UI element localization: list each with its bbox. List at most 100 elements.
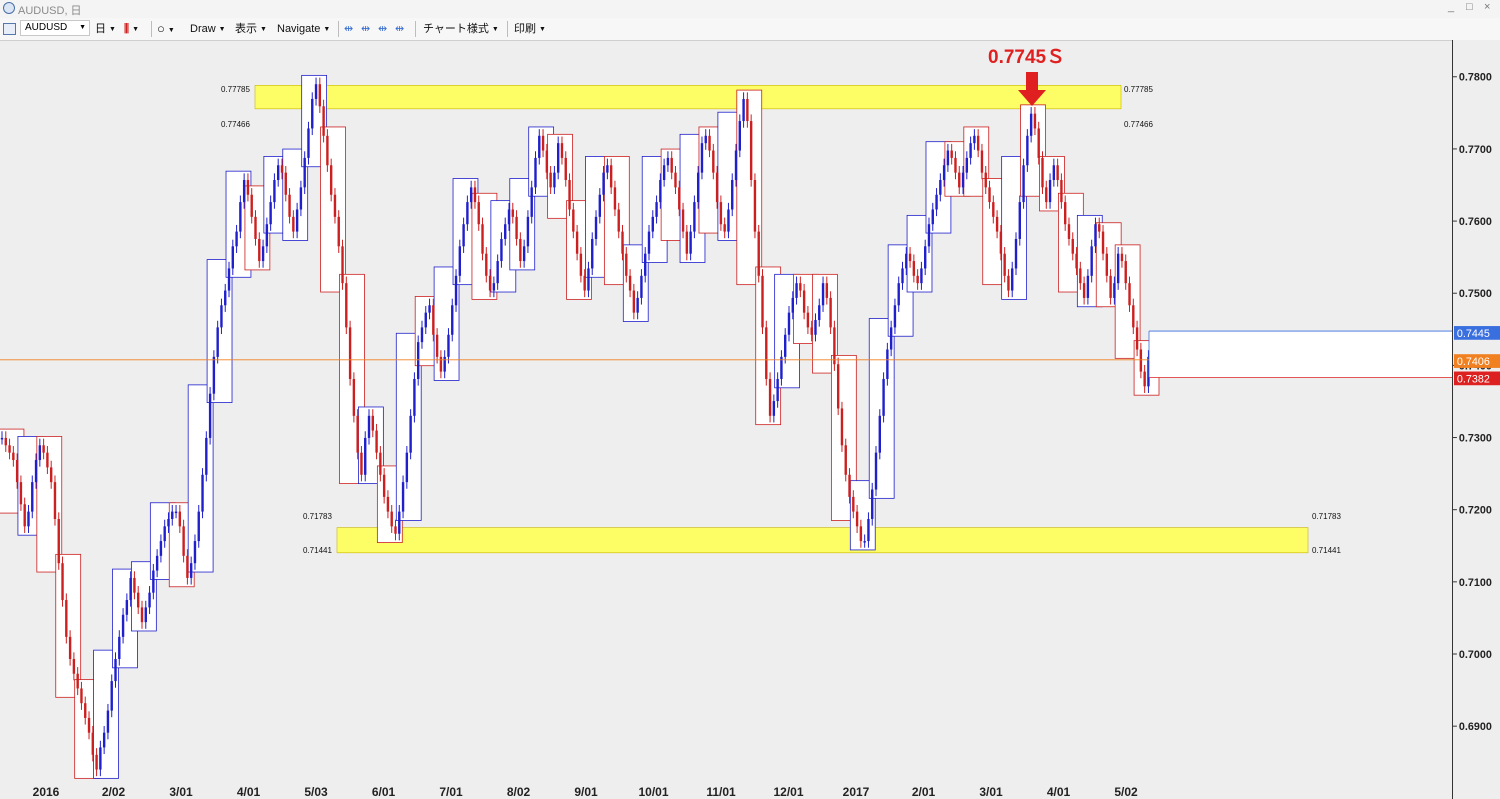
support-resistance-zone [254, 85, 1122, 110]
candle-body [1022, 165, 1025, 203]
candle-body [201, 474, 204, 512]
candle-body [110, 681, 113, 711]
candle-body [772, 401, 776, 416]
candle-body [742, 98, 745, 122]
candle-body [307, 128, 310, 158]
candle-body [1037, 128, 1040, 158]
candle-body [644, 253, 647, 276]
circle-icon[interactable]: ○ ▼ [157, 21, 175, 36]
candle-body [428, 305, 431, 313]
candle-body [681, 209, 685, 232]
candle-body [708, 135, 711, 151]
candle-body [182, 526, 185, 556]
candle-body [1063, 202, 1067, 225]
candle-body [727, 209, 730, 232]
candle-style-icon[interactable]: ⫼ ▼ [124, 23, 139, 35]
candle-body [231, 246, 234, 269]
price-axis[interactable]: 0.78000.77000.76000.75000.74000.73000.72… [1452, 40, 1500, 799]
scroll-right-icon[interactable]: ⇹ [395, 23, 405, 35]
candle-body [1011, 268, 1014, 291]
candle-body [628, 275, 632, 291]
latest-range-box [1149, 331, 1452, 378]
zoom-out-icon[interactable]: ⇹ [361, 23, 371, 35]
price-tag-label: 0.7406 [1457, 356, 1490, 368]
candle-body [68, 636, 72, 659]
app-icon [3, 2, 15, 14]
draw-menu[interactable]: Draw ▼ [190, 23, 226, 35]
candle-body [273, 180, 276, 203]
candle-body [768, 378, 772, 416]
candle-body [572, 209, 575, 232]
candle-body [1098, 224, 1101, 232]
candle-body [553, 172, 556, 188]
symbol-select[interactable]: AUDUSD ▼ [20, 20, 90, 36]
candle-body [715, 172, 719, 203]
candle-body [42, 445, 45, 453]
top-zone-upper-label-right: 0.77785 [1124, 85, 1153, 94]
chart-style-menu[interactable]: チャート様式 ▼ [423, 23, 499, 35]
candle-body [1071, 238, 1074, 254]
candle-body [382, 474, 386, 497]
candle-body [454, 275, 458, 306]
top-zone-lower-label-left: 0.77466 [221, 120, 250, 129]
candle-body [734, 150, 738, 181]
toolbar-separator [415, 21, 416, 37]
candle-body [269, 202, 272, 225]
close-button[interactable]: × [1484, 1, 1491, 13]
candle-body [598, 194, 602, 217]
candle-body [519, 238, 522, 262]
scroll-left-icon[interactable]: ⇹ [378, 23, 388, 35]
candle-body [587, 268, 590, 291]
candle-body [731, 180, 734, 210]
navigate-menu[interactable]: Navigate ▼ [277, 23, 331, 35]
display-menu[interactable]: 表示 ▼ [235, 23, 267, 35]
candle-body [806, 312, 810, 328]
candle-body [152, 570, 155, 593]
candle-body [1082, 283, 1086, 298]
candle-body [651, 216, 654, 232]
candle-body [927, 224, 931, 247]
maximize-button[interactable]: □ [1466, 1, 1473, 13]
candle-body [878, 415, 881, 453]
candle-body [84, 703, 87, 718]
candle-body [821, 283, 825, 306]
candle-body [114, 658, 117, 682]
candle-body [836, 364, 840, 409]
print-menu[interactable]: 印刷 ▼ [514, 23, 546, 35]
minimize-button[interactable]: _ [1448, 1, 1455, 13]
candle-body [538, 135, 541, 158]
candle-body [303, 157, 306, 188]
candle-body [886, 349, 889, 379]
x-tick-label: 2016 [33, 785, 60, 799]
x-tick-label: 6/01 [372, 785, 396, 799]
y-tick-label: 0.7600 [1459, 216, 1492, 228]
candle-body [500, 238, 503, 262]
candle-body [1056, 165, 1059, 181]
bottom-zone-upper-label-left: 0.71783 [303, 512, 332, 521]
candle-body [220, 305, 223, 328]
price-tag-label: 0.7382 [1457, 373, 1490, 385]
candle-body [920, 268, 923, 284]
candle-body [224, 290, 227, 306]
candle-body [965, 157, 969, 173]
candle-body [23, 504, 26, 527]
candle-body [814, 320, 817, 335]
zoom-in-icon[interactable]: ⇹ [344, 23, 354, 35]
timeframe-dropdown[interactable]: 日 ▼ [95, 23, 116, 35]
candle-body [545, 150, 549, 173]
candle-body [693, 202, 696, 232]
candle-body [277, 165, 280, 181]
x-tick-label: 2017 [843, 785, 870, 799]
candle-body [1052, 165, 1056, 181]
candle-body [564, 157, 567, 181]
candle-body [780, 356, 783, 379]
candle-body [1041, 157, 1044, 188]
candle-body [609, 165, 613, 188]
price-chart[interactable]: 2016 2/02 3/01 4/01 5/03 6/01 7/01 8/02 9/01 10/0… [0, 40, 1452, 799]
candle-body [8, 445, 11, 453]
candle-body [99, 747, 102, 770]
chart-icon[interactable] [3, 23, 16, 35]
y-tick-label: 0.7200 [1459, 505, 1492, 517]
candle-body [958, 172, 961, 188]
candle-body [674, 172, 677, 188]
